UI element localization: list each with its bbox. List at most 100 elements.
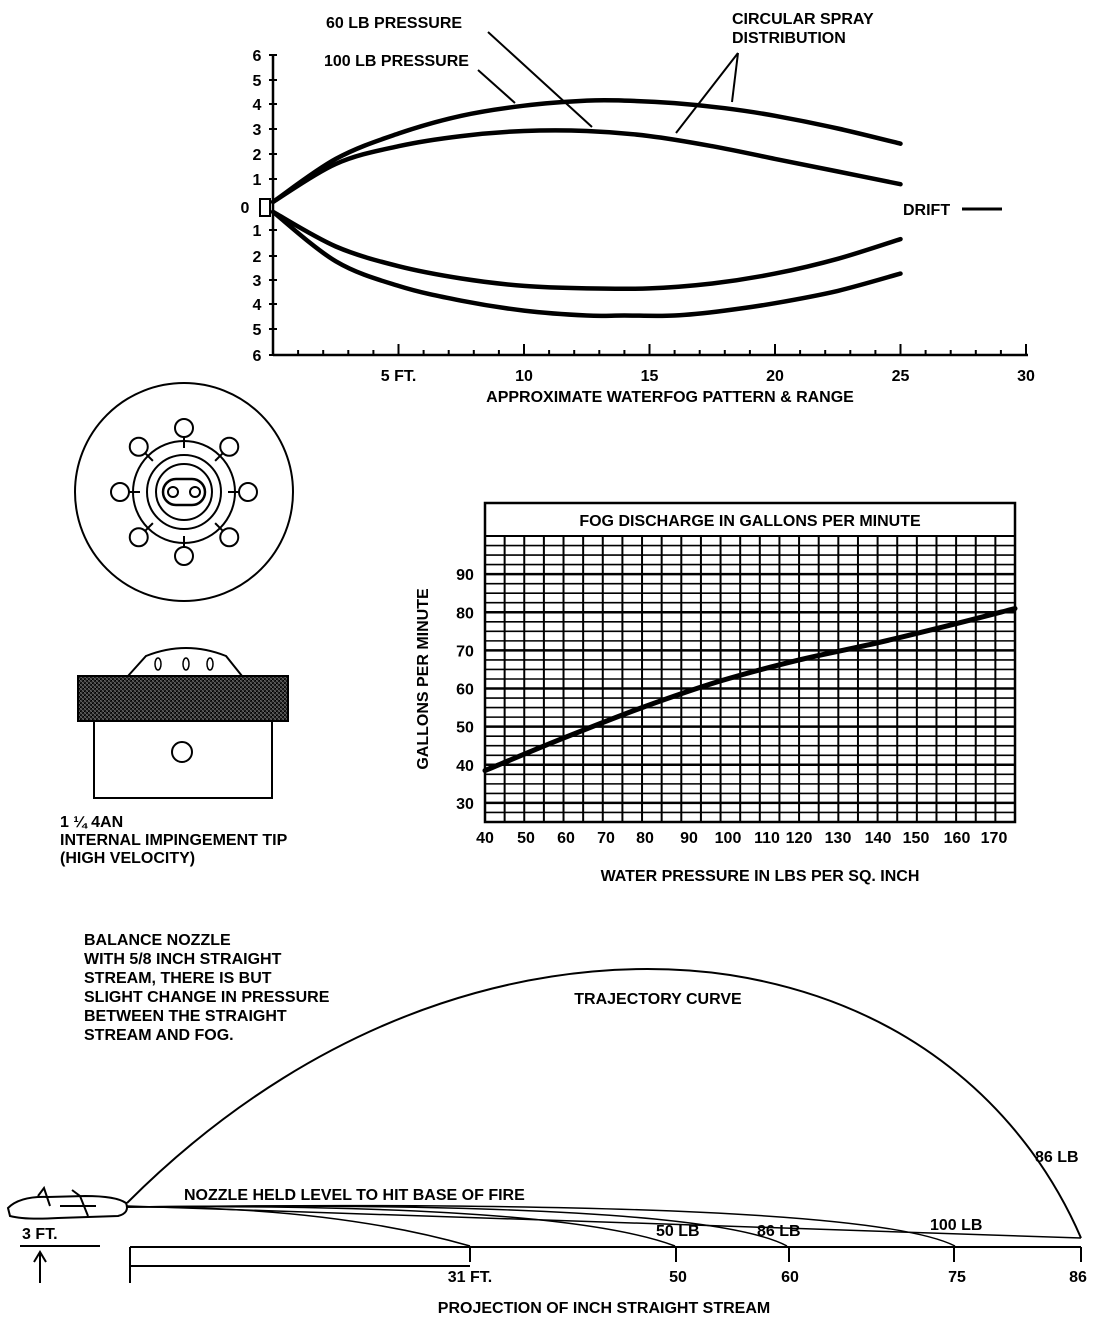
trajectory-height-arrowhead: [33, 1250, 47, 1263]
fog-discharge-series-line: [482, 606, 1018, 773]
fog-discharge-x-label: WATER PRESSURE IN LBS PER SQ. INCH: [601, 868, 920, 885]
fog-discharge-x-tick-label: 70: [597, 830, 615, 847]
trajectory-caption: PROJECTION OF INCH STRAIGHT STREAM: [438, 1300, 770, 1317]
fog-discharge-y-tick-label: 90: [456, 567, 474, 584]
waterfog-y-tick-label: 1: [253, 223, 262, 240]
nozzle-face-slot: [161, 477, 207, 507]
waterfog-x-tick-label: 20: [766, 368, 784, 385]
trajectory-note-line: SLIGHT CHANGE IN PRESSURE: [84, 989, 330, 1006]
nozzle-orifice: [128, 527, 149, 548]
fog-discharge-x-tick-label: 50: [517, 830, 535, 847]
nozzle-side-knurled-collar: [77, 675, 289, 722]
trajectory-curve-label: TRAJECTORY CURVE: [574, 991, 742, 1008]
waterfog-x-ticks: 5 FT. 10 15 20 25 30: [297, 344, 1035, 385]
trajectory-50lb-label: 50 LB: [656, 1223, 700, 1240]
fog-discharge-x-tick-label: 110: [754, 830, 780, 847]
trajectory-x-tick-label: 60: [781, 1269, 799, 1286]
trajectory-curve-86lb: [126, 968, 1082, 1239]
nozzle-side-tip-hole-1: [154, 657, 162, 671]
trajectory-x-tick-label: 75: [948, 1269, 966, 1286]
fog-discharge-y-tick-label: 80: [456, 605, 474, 622]
fog-discharge-y-tick-label: 70: [456, 643, 474, 660]
nozzle-orifice: [174, 418, 194, 438]
waterfog-y-tick-label: 4: [253, 297, 262, 314]
waterfog-100lb-label: 100 LB PRESSURE: [324, 53, 469, 70]
trajectory-height-label: 3 FT.: [22, 1226, 58, 1243]
trajectory-diagram: BALANCE NOZZLE WITH 5/8 INCH STRAIGHT STRE…: [6, 932, 1087, 1317]
fog-discharge-x-tick-label: 60: [557, 830, 575, 847]
waterfog-curves: [270, 97, 903, 319]
nozzle-face-center: [155, 463, 213, 521]
waterfog-curve-100lb-upper: [270, 97, 903, 205]
nozzle-hand-drawing: [6, 1194, 128, 1220]
fog-discharge-x-tick-label: 160: [944, 830, 971, 847]
trajectory-x-tick-label: 31 FT.: [448, 1269, 492, 1286]
waterfog-pointer-100lb: [477, 69, 516, 104]
nozzle-hand-detail: [37, 1185, 96, 1217]
waterfog-nozzle-origin: [259, 198, 271, 217]
waterfog-y-tick-label: 4: [253, 97, 262, 114]
trajectory-x-ticks: 31 FT. 50 60 75 86: [448, 1247, 1087, 1286]
nozzle-face-inner-ring: [146, 454, 222, 530]
nozzle-type-label: INTERNAL IMPINGEMENT TIP: [60, 832, 288, 849]
nozzle-velocity-label: (HIGH VELOCITY): [60, 850, 195, 867]
fog-discharge-y-ticks: 90 80 70 60 50 40 30: [456, 567, 474, 813]
fog-discharge-x-tick-label: 100: [715, 830, 742, 847]
fog-discharge-x-tick-label: 140: [865, 830, 892, 847]
waterfog-circular-label-2: DISTRIBUTION: [732, 30, 846, 47]
waterfog-y-tick-label: 5: [253, 73, 262, 90]
trajectory-note-line: STREAM AND FOG.: [84, 1027, 234, 1044]
waterfog-y-ticks: 6 5 4 3 2 101 2 3 4 5 6: [241, 48, 277, 365]
nozzle-side-drawing: 1 ¼ 4AN INTERNAL IMPINGEMENT TIP (HIGH V…: [60, 647, 289, 867]
nozzle-face-orifices: [110, 418, 258, 566]
nozzle-side-tip: [127, 647, 243, 677]
waterfog-x-tick-label: 15: [641, 368, 659, 385]
fog-discharge-chart: FOG DISCHARGE IN GALLONS PER MINUTE 90 80…: [415, 501, 1018, 885]
trajectory-86lb-label: 86 LB: [757, 1223, 801, 1240]
nozzle-face-drawing: [74, 382, 294, 602]
fog-discharge-x-tick-label: 80: [636, 830, 654, 847]
fog-discharge-y-tick-label: 50: [456, 720, 474, 737]
fog-discharge-x-tick-label: 170: [981, 830, 1008, 847]
waterfog-y-tick-label: 2: [253, 249, 262, 266]
nozzle-face-outer: [74, 382, 294, 602]
trajectory-86lb-top-label: 86 LB: [1035, 1149, 1079, 1166]
waterfog-y-tick-label: 6: [253, 48, 262, 65]
fog-discharge-x-tick-label: 40: [476, 830, 494, 847]
stream-31ft: [125, 1206, 471, 1247]
stream-50lb: [125, 1205, 676, 1247]
fog-discharge-x-tick-label: 150: [903, 830, 930, 847]
trajectory-note-line: STREAM, THERE IS BUT: [84, 970, 272, 987]
nozzle-face-hole-left: [167, 486, 179, 498]
nozzle-side-tip-hole-3: [206, 657, 214, 671]
waterfog-y-zero-label: 0: [241, 200, 250, 217]
nozzle-orifice: [219, 527, 240, 548]
waterfog-x-tick-label: 30: [1017, 368, 1035, 385]
trajectory-note-line: BETWEEN THE STRAIGHT: [84, 1008, 287, 1025]
trajectory-level-label: NOZZLE HELD LEVEL TO HIT BASE OF FIRE: [184, 1187, 525, 1204]
nozzle-side-tip-hole-2: [182, 657, 190, 671]
trajectory-100lb-label: 100 LB: [930, 1217, 982, 1234]
waterfog-y-tick-label: 6: [253, 348, 262, 365]
trajectory-level-line: [125, 1205, 1082, 1239]
fog-discharge-title: FOG DISCHARGE IN GALLONS PER MINUTE: [579, 513, 921, 530]
waterfog-y-tick-label: 3: [253, 122, 262, 139]
waterfog-y-tick-label: 3: [253, 273, 262, 290]
fog-discharge-y-label: GALLONS PER MINUTE: [415, 588, 432, 770]
fog-discharge-x-tick-label: 90: [680, 830, 698, 847]
waterfog-pointer-circular-a: [675, 52, 739, 134]
nozzle-orifice: [110, 482, 130, 502]
trajectory-x-tick-label: 86: [1069, 1269, 1087, 1286]
nozzle-face-hole-right: [189, 486, 201, 498]
waterfog-y-tick-label: 5: [253, 322, 262, 339]
nozzle-model-label: 1 ¼ 4AN: [60, 814, 123, 831]
fog-discharge-y-tick-label: 40: [456, 758, 474, 775]
nozzle-orifice: [238, 482, 258, 502]
fog-discharge-x-tick-label: 130: [825, 830, 852, 847]
waterfog-chart: 60 LB PRESSURE 100 LB PRESSURE CIRCULAR …: [241, 11, 1035, 406]
trajectory-x-tick-label: 50: [669, 1269, 687, 1286]
waterfog-curve-100lb-lower: [270, 209, 903, 319]
nozzle-side-body: [93, 720, 273, 799]
trajectory-note: BALANCE NOZZLE WITH 5/8 INCH STRAIGHT STRE…: [84, 932, 330, 1044]
